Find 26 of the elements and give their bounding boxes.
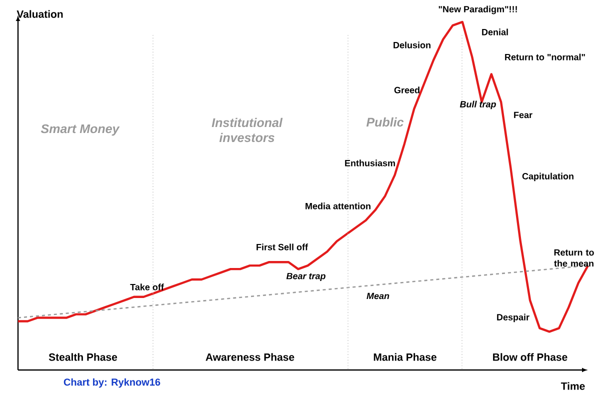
annotation: Mania Phase: [374, 353, 436, 361]
annotation: Greed: [394, 86, 420, 94]
annotation: Smart Money: [40, 124, 120, 136]
annotation: Institutional investors: [212, 118, 283, 142]
annotation: Fear: [514, 112, 532, 118]
annotation: Despair: [497, 314, 530, 322]
annotation: Bear trap: [286, 272, 326, 282]
annotation: Media attention: [306, 202, 370, 210]
x-axis-title: Time: [560, 382, 585, 390]
annotation: Enthusiasm: [345, 160, 395, 166]
annotation: Return to the mean: [554, 249, 594, 267]
y-axis-title: Valuation: [16, 10, 63, 18]
annotation: Return to "normal": [505, 54, 585, 60]
annotation: Stealth Phase: [48, 353, 118, 361]
annotation: Public: [366, 117, 404, 127]
annotation: Bull trap: [460, 100, 496, 110]
annotation: First Sell off: [256, 244, 308, 250]
series-label: Mean: [366, 292, 390, 300]
text: "New Paradigm"!!!: [438, 6, 517, 14]
annotation: Delusion: [394, 42, 430, 48]
annotation: Awareness Phase: [206, 353, 294, 361]
text: Chart by: Ryknow16: [64, 378, 160, 388]
annotation: Take off: [130, 284, 164, 290]
annotation: Blow off Phase: [493, 353, 568, 361]
annotation: Denial: [482, 28, 508, 36]
annotation: Capitulation: [522, 172, 574, 182]
